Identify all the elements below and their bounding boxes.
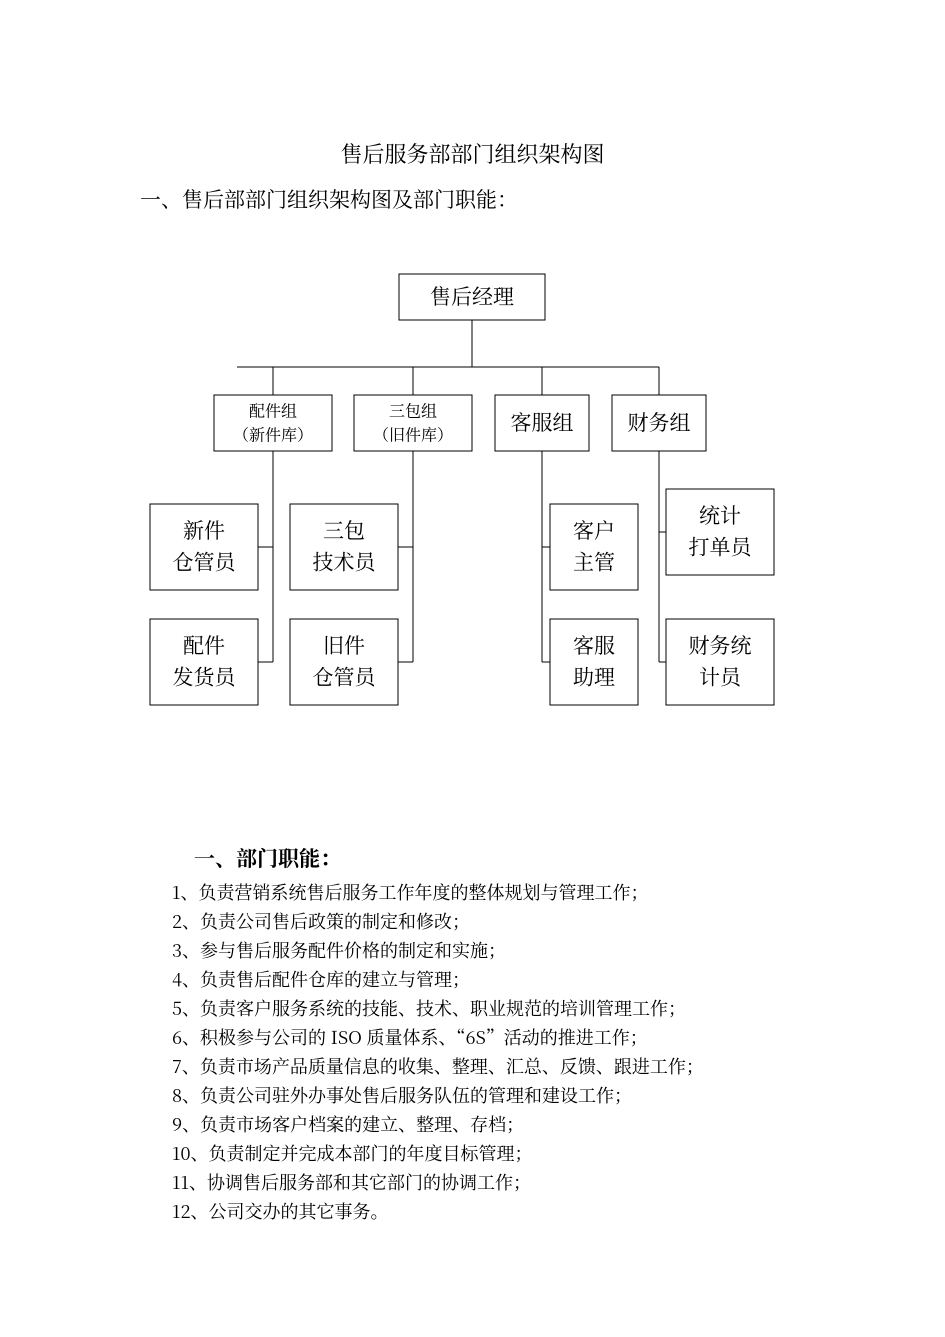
list-item: 5、负责客户服务系统的技能、技术、职业规范的培训管理工作； [172, 994, 704, 1023]
list-item: 6、积极参与公司的 ISO 质量体系、“6S”活动的推进工作； [172, 1023, 704, 1052]
chart-node-label: 助理 [573, 662, 615, 692]
page: 售后服务部部门组织架构图 一、售后部部门组织架构图及部门职能： 售后经理配件组（… [0, 0, 945, 1337]
chart-node-label: 客户 [573, 515, 615, 545]
chart-node-label: 仓管员 [313, 662, 378, 692]
chart-node-label: 售后经理 [430, 281, 514, 311]
chart-node-label: 客服 [573, 630, 615, 660]
chart-node-label: 财务组 [628, 407, 691, 437]
chart-node-label: 三包 [323, 515, 365, 545]
chart-node-label: 统计 [699, 500, 741, 530]
list-item: 4、负责售后配件仓库的建立与管理； [172, 965, 704, 994]
org-chart: 售后经理配件组（新件库）三包组（旧件库）客服组财务组新件仓管员配件发货员三包技术… [0, 0, 945, 740]
chart-node-label: 仓管员 [173, 547, 238, 577]
list-item: 10、负责制定并完成本部门的年度目标管理； [172, 1139, 704, 1168]
responsibility-list: 1、负责营销系统售后服务工作年度的整体规划与管理工作； 2、负责公司售后政策的制… [172, 878, 704, 1226]
list-item: 7、负责市场产品质量信息的收集、整理、汇总、反馈、跟进工作； [172, 1052, 704, 1081]
chart-node-label: 三包组 [389, 398, 437, 421]
chart-node-label: 发货员 [173, 662, 238, 692]
list-item: 12、公司交办的其它事务。 [172, 1197, 704, 1226]
list-item: 11、协调售后服务部和其它部门的协调工作； [172, 1168, 704, 1197]
chart-node-label: 打单员 [689, 532, 754, 562]
list-item: 1、负责营销系统售后服务工作年度的整体规划与管理工作； [172, 878, 704, 907]
chart-node-label: 财务统 [689, 630, 752, 660]
chart-node-label: （旧件库） [373, 422, 453, 445]
chart-node-label: 配件 [183, 630, 225, 660]
chart-node-label: 配件组 [249, 398, 297, 421]
list-item: 8、负责公司驻外办事处售后服务队伍的管理和建设工作； [172, 1081, 704, 1110]
list-item: 2、负责公司售后政策的制定和修改； [172, 907, 704, 936]
chart-node-label: 新件 [183, 515, 225, 545]
chart-node-label: 客服组 [511, 407, 574, 437]
chart-node-label: 技术员 [313, 547, 378, 577]
chart-node-label: 旧件 [323, 630, 365, 660]
section-heading-2: 一、部门职能： [194, 843, 341, 873]
chart-node-label: （新件库） [233, 422, 313, 445]
list-item: 3、参与售后服务配件价格的制定和实施； [172, 936, 704, 965]
chart-node-label: 计员 [699, 662, 743, 692]
list-item: 9、负责市场客户档案的建立、整理、存档； [172, 1110, 704, 1139]
chart-node-label: 主管 [573, 547, 615, 577]
